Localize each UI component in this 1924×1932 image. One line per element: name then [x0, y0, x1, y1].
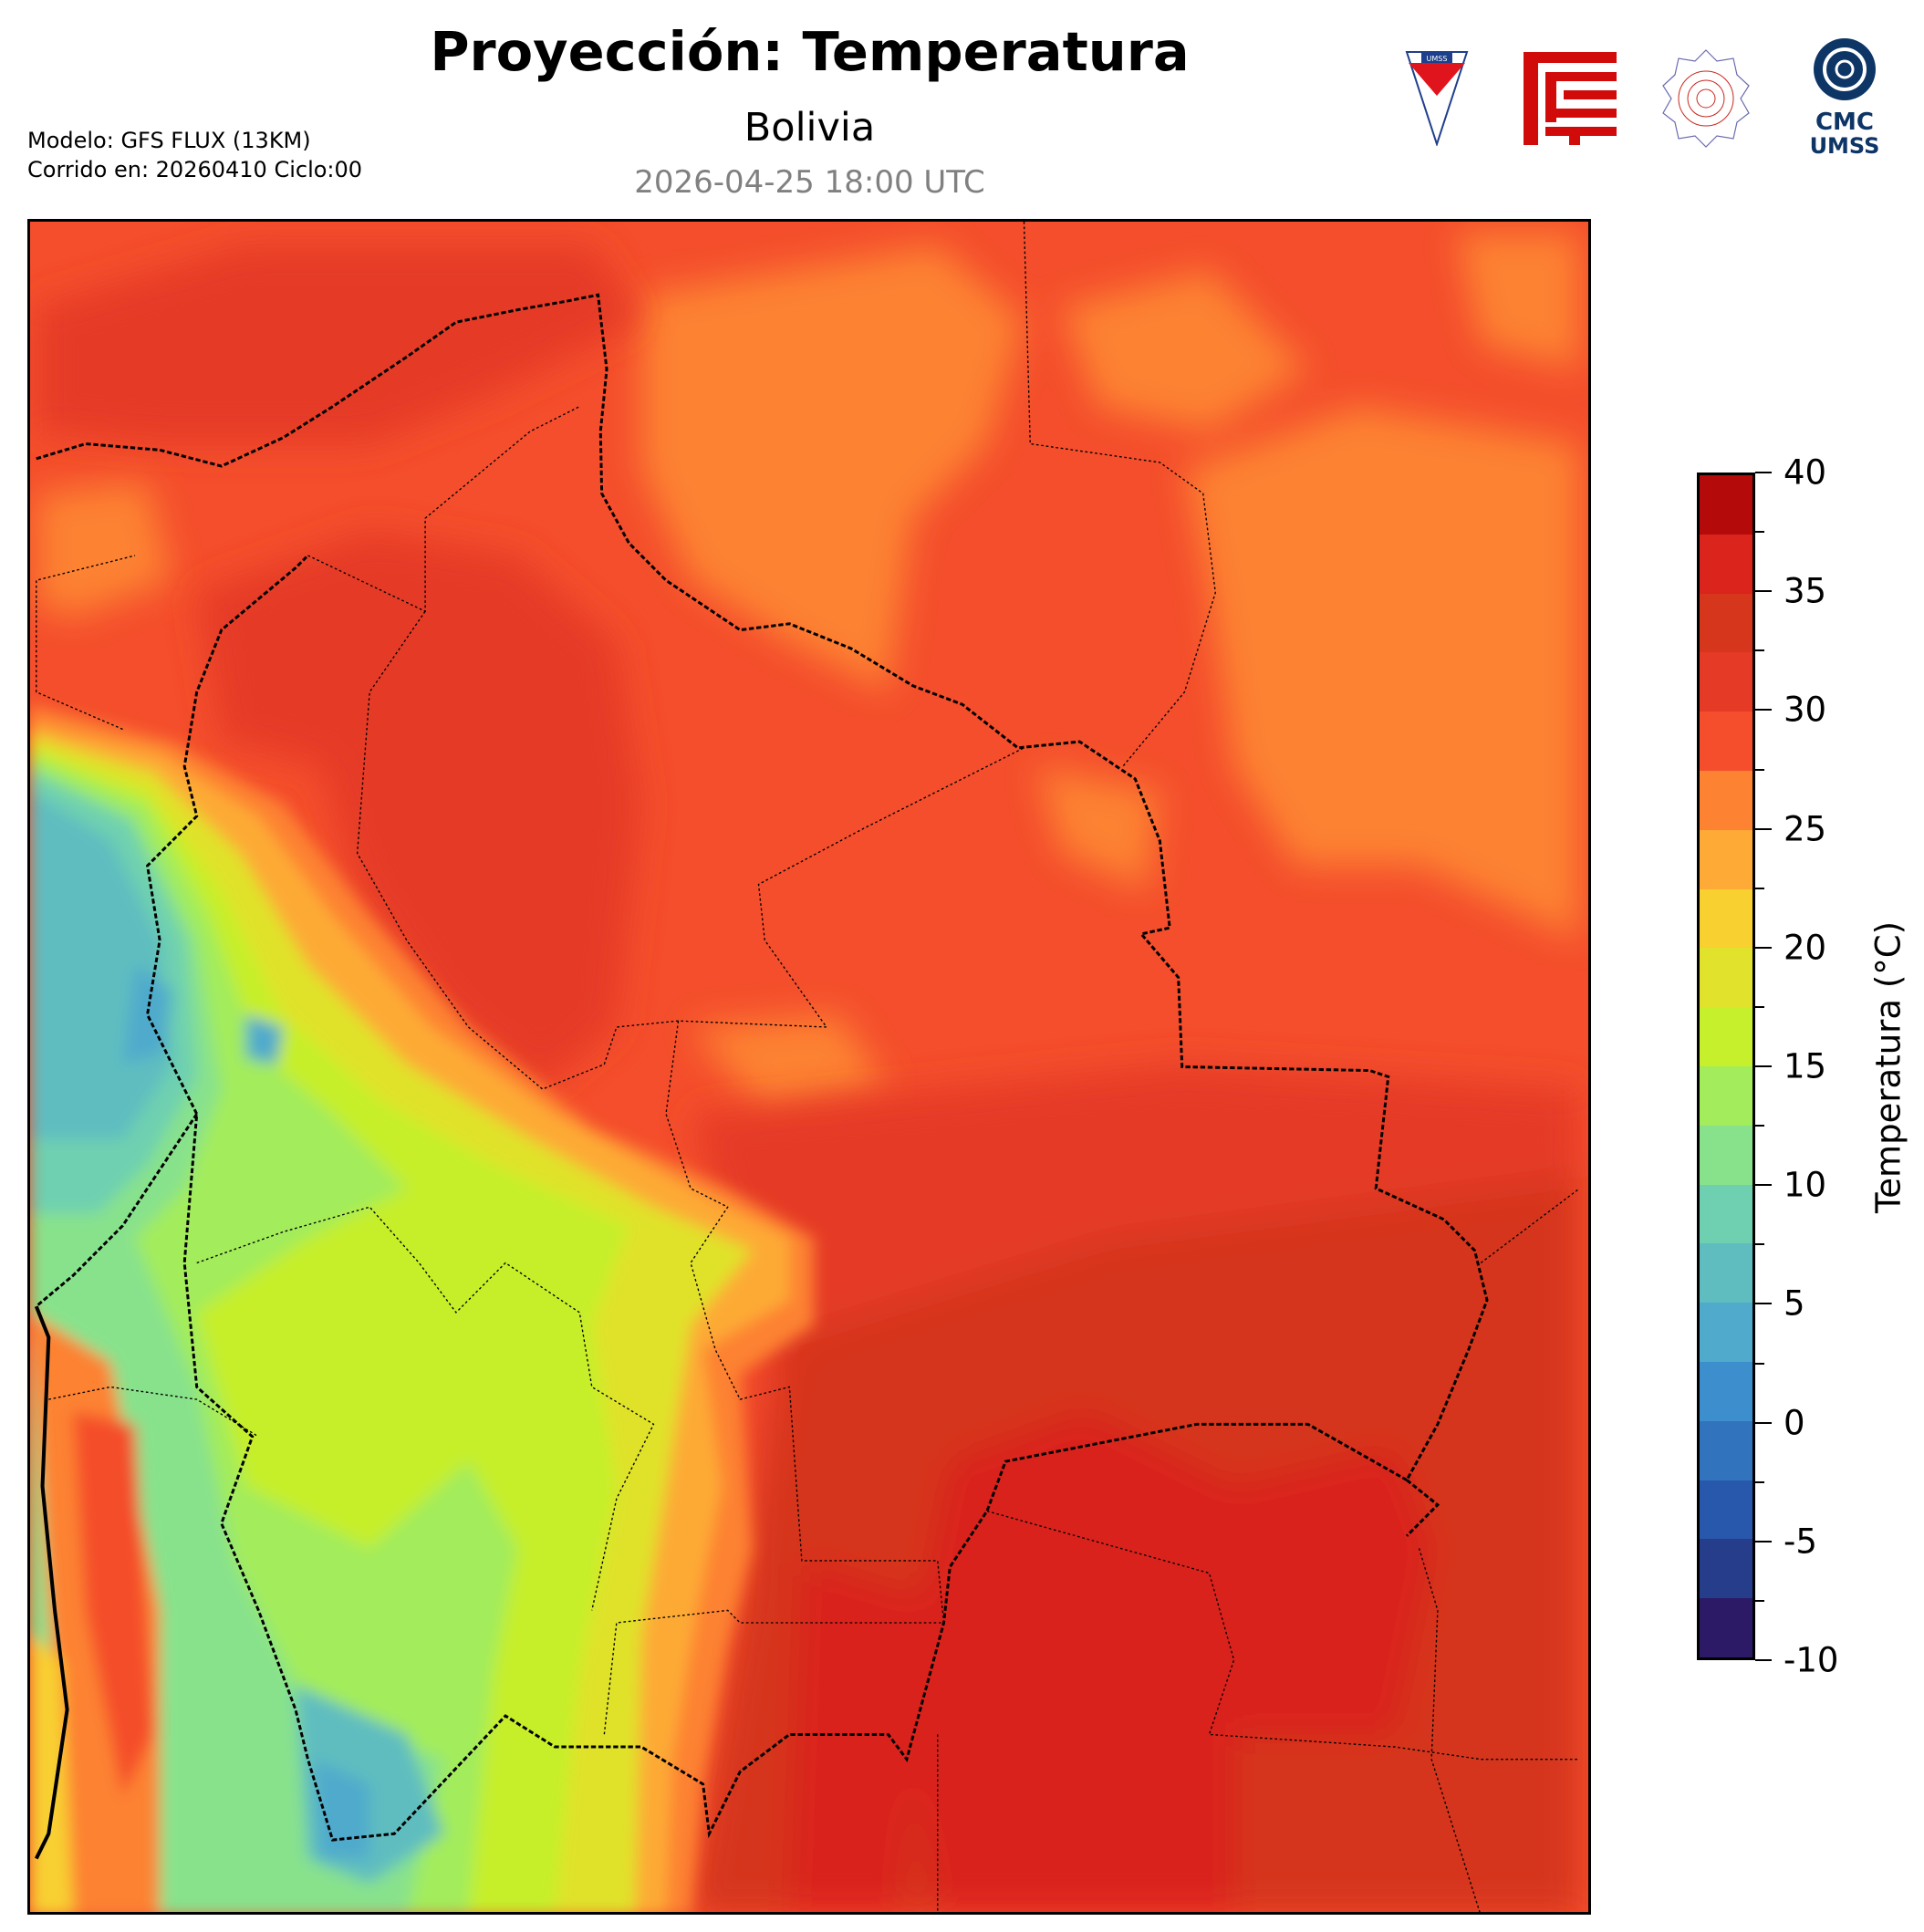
colorbar-tick [1755, 1243, 1764, 1246]
internal-boundary [307, 406, 580, 613]
temperature-field [30, 222, 1588, 1912]
bolivia-border-north [36, 293, 1489, 1537]
colorbar-tick [1755, 1005, 1764, 1008]
colorbar-tick [1755, 1421, 1772, 1424]
chart-subtitle: Bolivia [744, 105, 876, 151]
internal-boundary [196, 1206, 655, 1611]
colorbar-tick [1755, 590, 1772, 593]
colorbar-segment [1700, 948, 1752, 1008]
colorbar-tick [1755, 1125, 1764, 1127]
colorbar-segment [1700, 1480, 1752, 1540]
internal-boundary [356, 610, 1024, 1090]
umss-shield-logo: UMSS [1405, 51, 1469, 146]
colorbar-tick [1755, 1599, 1764, 1602]
cmc-umss-logo: CMC UMSS [1810, 38, 1880, 159]
colorbar-segment [1700, 1125, 1752, 1185]
colorbar-segment [1700, 593, 1752, 653]
colorbar-tick-label: -5 [1784, 1522, 1817, 1562]
colorbar-tick-label: 40 [1784, 452, 1827, 493]
colorbar-tick [1755, 827, 1772, 830]
colorbar-tick-label: 5 [1784, 1283, 1805, 1324]
colorbar-segment [1700, 829, 1752, 889]
colorbar-segment [1700, 1303, 1752, 1362]
colorbar-tick [1755, 887, 1764, 889]
colorbar-segment [1700, 652, 1752, 712]
colorbar-tick [1755, 946, 1772, 949]
colorbar [1697, 473, 1755, 1660]
colorbar-tick-label: 35 [1784, 571, 1827, 611]
colorbar-segment [1700, 1420, 1752, 1480]
peru-chile-border [35, 1113, 198, 1308]
colorbar-segment [1700, 770, 1752, 830]
colorbar-segment [1700, 712, 1752, 771]
colorbar-tick [1755, 709, 1772, 712]
colorbar-tick [1755, 1184, 1772, 1187]
colorbar-segment [1700, 1539, 1752, 1599]
colorbar-tick-label: 0 [1784, 1403, 1805, 1443]
colorbar-tick-label: 20 [1784, 928, 1827, 968]
model-label: Modelo: GFS FLUX (13KM) [27, 128, 311, 153]
colorbar-tick-label: 10 [1784, 1165, 1827, 1205]
colorbar-segment [1700, 475, 1752, 535]
internal-boundary [36, 555, 136, 731]
internal-boundary [1480, 1188, 1580, 1264]
colorbar-tick [1755, 1480, 1764, 1483]
country-borders [34, 222, 1580, 1912]
colorbar-tick [1755, 1540, 1772, 1542]
colorbar-tick [1755, 768, 1764, 771]
region-west-highlands [30, 704, 815, 1912]
departamento-de-fisica-seal [1662, 49, 1750, 148]
region-25-27c [36, 233, 1580, 1115]
valid-time: 2026-04-25 18:00 UTC [634, 164, 985, 201]
colorbar-tick-label: 15 [1784, 1046, 1827, 1086]
colorbar-segment [1700, 1361, 1752, 1421]
colorbar-label: Temperatura (°C) [1868, 920, 1908, 1214]
colorbar-tick-label: 30 [1784, 690, 1827, 730]
colorbar-tick [1755, 1659, 1772, 1661]
internal-boundary [603, 1021, 945, 1735]
region-30-35c [36, 244, 1580, 1912]
chart-title: Proyección: Temperatura [430, 20, 1190, 83]
colorbar-segment [1700, 888, 1752, 949]
colorbar-segment [1700, 1007, 1752, 1066]
run-label: Corrido en: 20260410 Ciclo:00 [27, 157, 363, 182]
colorbar-segment [1700, 1184, 1752, 1244]
colorbar-tick [1755, 472, 1772, 473]
colorbar-tick-label: -10 [1784, 1640, 1839, 1680]
colorbar-tick [1755, 531, 1764, 534]
svg-text:UMSS: UMSS [1810, 133, 1880, 159]
temperature-map [27, 219, 1591, 1915]
colorbar-segment [1700, 534, 1752, 594]
fcyt-logo [1524, 52, 1617, 145]
svg-text:CMC: CMC [1815, 109, 1874, 136]
colorbar-tick [1755, 649, 1764, 652]
colorbar-segment [1700, 1065, 1752, 1126]
internal-boundary [1023, 222, 1216, 767]
svg-text:UMSS: UMSS [1427, 55, 1448, 63]
colorbar-tick-label: 25 [1784, 809, 1827, 849]
bolivia-border-south [145, 554, 1408, 1842]
internal-boundary [48, 1386, 259, 1438]
colorbar-tick [1755, 1362, 1764, 1365]
colorbar-tick [1755, 1303, 1772, 1305]
chile-coast [34, 1305, 69, 1860]
internal-boundary [1418, 1548, 1481, 1912]
colorbar-tick [1755, 1065, 1772, 1067]
colorbar-segment [1700, 1243, 1752, 1304]
colorbar-segment [1700, 1598, 1752, 1657]
